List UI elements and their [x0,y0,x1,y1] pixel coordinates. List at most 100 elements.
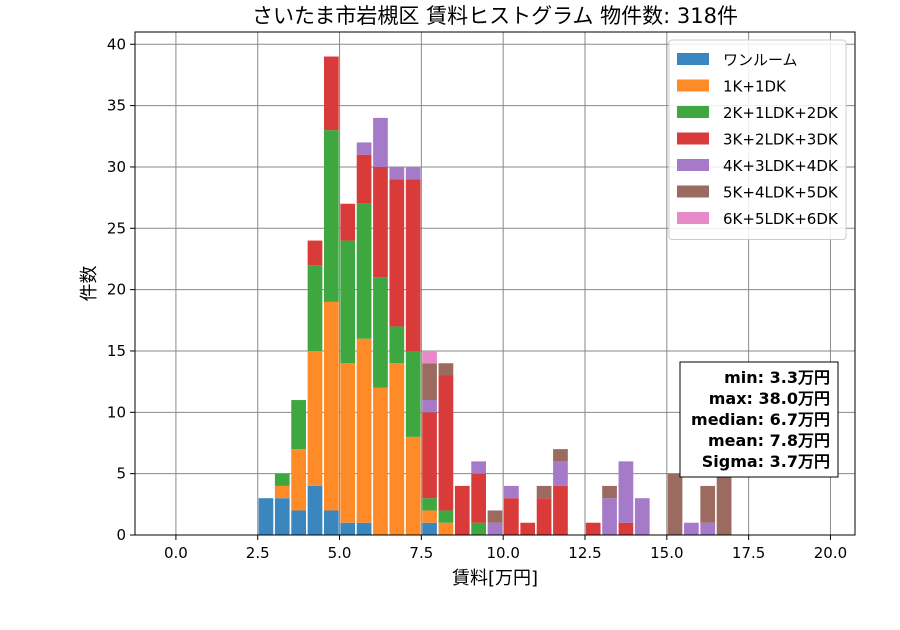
legend-label: 5K+4LDK+5DK [723,184,839,202]
y-tick-label: 0 [116,526,126,544]
histogram-bar-3 [454,485,470,535]
histogram-bar-2 [324,130,339,302]
stats-line: Sigma: 3.7万円 [702,452,830,471]
stats-line: mean: 7.8万円 [708,431,830,450]
stats-line: min: 3.3万円 [724,368,830,387]
stats-frame [679,361,839,478]
histogram-bar-2 [340,240,356,364]
legend-label: 2K+1LDK+2DK [723,104,839,122]
legend-swatch [677,159,709,171]
histogram-bar-4 [422,400,437,413]
histogram-bar-3 [471,473,486,523]
legend-label: 3K+2LDK+3DK [723,131,839,149]
histogram-bar-5 [716,473,732,535]
legend-swatch [677,132,709,145]
histogram-bar-4 [700,522,716,535]
histogram-bar-4 [618,461,634,523]
histogram-bar-5 [422,363,437,401]
tick-layer: 0.0 2.5 5.0 7.5 10.0 12.5 15.0 17.5 20.0 0 5 10 15 20… [107,35,847,562]
histogram-bar-0 [258,498,274,535]
x-tick-label: 0.0 [164,544,188,562]
histogram-bar-3 [520,522,536,535]
y-axis-label: 件数 [79,266,100,302]
x-axis-label: 賃料[万円] [452,568,538,589]
histogram-bar-2 [405,350,421,437]
histogram-bar-2 [389,326,405,364]
histogram-bar-5 [667,473,683,535]
histogram-bar-2 [422,498,437,511]
histogram-bar-4 [504,485,519,499]
histogram-bar-3 [405,179,421,351]
histogram-bar-1 [340,363,356,523]
legend-label: 1K+1DK [723,78,787,96]
legend-label: 4K+3LDK+4DK [723,157,839,175]
stats-box: min: 3.3万円 max: 38.0万円 median: 6.7万円 mean: … [679,361,839,478]
histogram-bar-1 [274,485,290,499]
chart-title: さいたま市岩槻区 賃料ヒストグラム 物件数: 318件 [252,4,738,28]
histogram-bar-5 [553,449,568,462]
histogram-bar-2 [373,277,388,388]
histogram-bar-1 [356,338,372,523]
x-tick-label: 5.0 [328,544,352,562]
histogram-bar-4 [405,166,421,180]
legend-label: 6K+5LDK+6DK [723,210,839,228]
legend-swatch [677,185,709,198]
histogram-bar-0 [324,510,339,535]
histogram-bar-4 [356,142,372,155]
x-tick-label: 20.0 [814,544,847,562]
y-tick-label: 20 [107,281,126,299]
y-tick-label: 10 [107,403,126,421]
x-tick-label: 17.5 [732,544,765,562]
y-tick-label: 5 [116,465,126,483]
x-tick-label: 15.0 [650,544,683,562]
histogram-bar-4 [471,461,486,474]
histogram-bar-1 [405,436,421,535]
histogram-bar-1 [422,510,437,523]
x-tick-label: 7.5 [409,544,433,562]
histogram-bar-2 [438,510,454,523]
histogram-bar-1 [389,363,405,535]
histogram-bar-1 [307,350,323,486]
histogram-bar-4 [634,498,650,535]
plot-frame [134,31,856,536]
histogram-bar-0 [356,522,372,535]
histogram-bar-3 [504,498,519,535]
histogram-bar-3 [356,154,372,204]
legend-swatch [677,79,709,92]
histogram-bar-3 [438,375,454,511]
histogram-bar-2 [291,400,306,450]
histogram-bar-4 [684,522,699,535]
histogram-bar-6 [422,350,437,364]
histogram-bar-4 [373,117,388,167]
histogram-bar-4 [553,461,568,486]
bar-layer [258,56,732,535]
y-tick-label: 25 [107,219,126,237]
y-tick-label: 15 [107,342,126,360]
histogram-bar-3 [324,56,339,131]
histogram-bar-5 [438,363,454,376]
histogram-bar-1 [438,522,454,535]
histogram-bar-3 [618,522,634,535]
histogram-bar-1 [373,387,388,535]
histogram-bar-2 [356,203,372,339]
histogram-bar-5 [487,510,503,523]
histogram-bar-5 [536,485,552,499]
x-tick-label: 2.5 [246,544,270,562]
legend-box [668,39,847,240]
histogram-bar-0 [291,510,306,535]
x-tick-label: 12.5 [568,544,601,562]
histogram-bar-0 [340,522,356,535]
x-tick-label: 10.0 [486,544,519,562]
histogram-bar-4 [487,522,503,535]
histogram-bar-1 [324,301,339,511]
y-tick-label: 30 [107,158,126,176]
histogram-bar-3 [373,166,388,278]
y-tick-label: 40 [107,35,126,53]
histogram-bar-2 [471,522,486,535]
histogram-bar-0 [307,485,323,535]
histogram-bar-0 [274,498,290,535]
histogram-bar-3 [553,485,568,535]
stats-line: max: 38.0万円 [709,389,830,408]
